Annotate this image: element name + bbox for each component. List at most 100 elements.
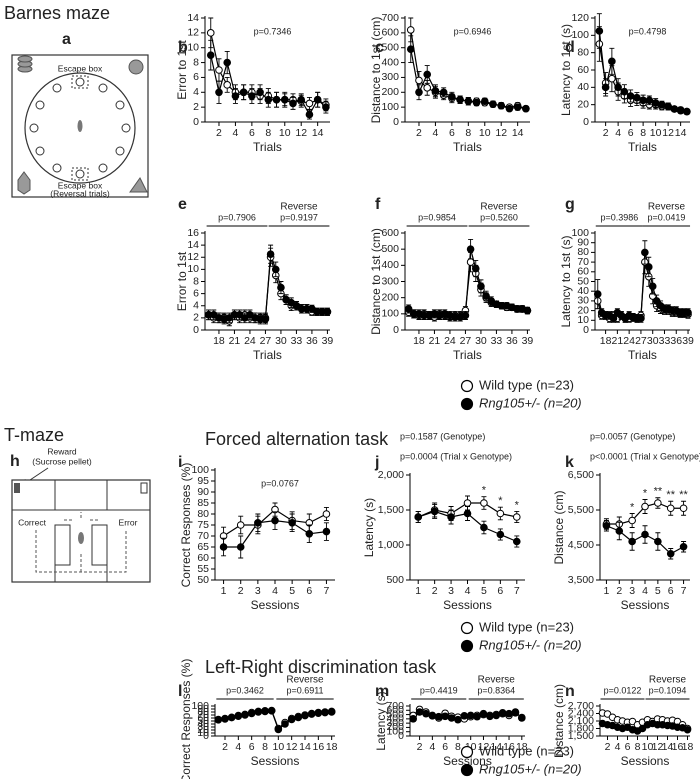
data-point [666, 504, 675, 513]
x-tick-label: 24 [444, 335, 456, 347]
section-title: T-maze [4, 425, 64, 445]
x-tick-label: 30 [475, 335, 487, 347]
data-point [651, 99, 660, 107]
x-tick-label: 33 [659, 335, 671, 347]
x-tick-label: 27 [260, 335, 272, 347]
data-point [313, 95, 322, 104]
x-tick-label: 16 [312, 741, 324, 753]
x-tick-label: 14 [490, 741, 502, 753]
y-axis-label: Distance (cm) [552, 684, 566, 758]
x-tick-label: 2 [216, 127, 222, 139]
x-axis-label: Sessions [251, 754, 300, 768]
x-tick-label: 4 [429, 741, 435, 753]
y-tick-label: 80 [577, 46, 589, 58]
y-tick-label: 60 [197, 712, 209, 724]
x-tick-label: 10 [479, 127, 491, 139]
y-tick-label: 10 [187, 41, 199, 53]
y-tick-label: 6 [193, 287, 199, 299]
y-tick-label: 60 [577, 266, 589, 278]
data-point [264, 95, 273, 104]
y-axis-label: Correct Responses (%) [179, 463, 193, 588]
significance: * [643, 487, 648, 499]
data-point [271, 516, 279, 525]
significance: ** [666, 489, 675, 501]
data-point [430, 507, 439, 516]
series-line [410, 29, 527, 110]
x-tick-label: 1 [415, 585, 421, 597]
data-point [423, 84, 432, 92]
data-point [236, 543, 245, 551]
diagram-label: Error [119, 517, 138, 527]
data-point [676, 106, 685, 115]
legend-label: Wild type (n=23) [479, 743, 574, 758]
y-tick-label: 100 [386, 725, 404, 737]
data-point [305, 110, 314, 119]
data-point [267, 707, 276, 715]
x-tick-label: 39 [522, 335, 534, 347]
data-point [460, 712, 469, 720]
data-point [406, 45, 415, 54]
y-tick-label: 300 [386, 717, 404, 729]
legend-label: Wild type (n=23) [479, 377, 574, 392]
data-point [305, 530, 314, 538]
data-point [463, 509, 472, 518]
y-tick-label: 0 [203, 730, 209, 742]
y-tick-label: 90 [577, 236, 589, 248]
y-tick-label: 90 [197, 486, 209, 498]
panel-letter: h [10, 453, 20, 470]
x-tick-label: 27 [635, 335, 647, 347]
data-point [637, 314, 645, 323]
y-axis-label: Error to 1st [175, 40, 189, 100]
data-point [479, 709, 488, 718]
y-tick-label: 14 [187, 239, 199, 251]
y-tick-label: 1,800 [568, 722, 594, 734]
y-tick-label: 85 [197, 497, 209, 509]
y-tick-label: 120 [571, 12, 589, 24]
panel-letter: a [62, 31, 71, 48]
data-point [289, 99, 297, 108]
data-point [261, 707, 269, 716]
data-point [664, 102, 672, 111]
x-tick-label: 14 [662, 741, 674, 753]
p-value: p=0.4798 [629, 26, 667, 36]
x-tick-label: 5 [481, 585, 487, 597]
data-point [323, 308, 332, 316]
x-axis-label: Sessions [443, 598, 492, 612]
x-tick-label: 36 [306, 335, 318, 347]
data-point [593, 290, 602, 298]
x-tick-label: 10 [279, 127, 291, 139]
y-tick-label: 65 [197, 541, 209, 553]
p-value: p<0.0001 (Trial x Genotype) [590, 451, 700, 461]
x-tick-label: 6 [442, 741, 448, 753]
y-tick-label: 40 [197, 718, 209, 730]
x-tick-label: 36 [670, 335, 682, 347]
p-value: p=0.7906 [218, 212, 256, 222]
data-point [683, 107, 691, 116]
data-point [644, 263, 653, 271]
y-tick-label: 8 [193, 275, 199, 287]
y-tick-label: 90 [197, 703, 209, 715]
diagram-label: Correct [18, 517, 47, 527]
x-axis-label: Sessions [443, 754, 492, 768]
p-value: p=0.4419 [420, 685, 458, 695]
y-tick-label: 0 [393, 324, 399, 336]
y-tick-label: 500 [386, 574, 404, 586]
diagram-label: Escape box [58, 180, 103, 190]
data-point [254, 519, 262, 527]
data-point [511, 709, 520, 717]
data-point [512, 537, 521, 546]
reverse-label: Reverse [286, 675, 324, 686]
y-tick-label: 0 [193, 116, 199, 128]
x-tick-label: 12 [495, 127, 507, 139]
data-point [288, 519, 296, 527]
data-point [496, 530, 505, 539]
data-point [261, 315, 270, 323]
y-tick-label: 95 [197, 475, 209, 487]
data-point [654, 537, 662, 546]
data-point [434, 712, 443, 721]
data-point [256, 88, 264, 97]
data-point [227, 713, 236, 722]
x-tick-label: 2 [417, 741, 423, 753]
y-axis-label: Latency (s) [362, 498, 376, 557]
